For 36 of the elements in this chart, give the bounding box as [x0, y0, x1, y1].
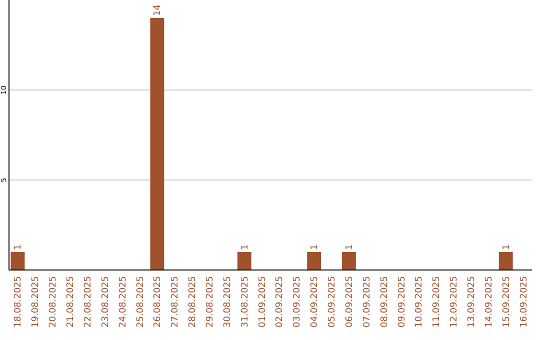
x-tick-label: 12.09.2025: [450, 276, 460, 328]
x-tick-label: 28.08.2025: [188, 276, 198, 328]
data-label: 1: [344, 244, 355, 250]
x-tick-label: 15.09.2025: [502, 276, 512, 328]
x-tick-label: 27.08.2025: [170, 276, 181, 328]
x-tick-label: 06.09.2025: [344, 276, 355, 328]
x-tick-label: 14.09.2025: [484, 276, 494, 328]
x-tick-label: 16.09.2025: [519, 276, 530, 328]
x-tick-label: 13.09.2025: [466, 276, 477, 328]
x-tick-label: 30.08.2025: [222, 276, 233, 328]
x-tick-label: 01.09.2025: [258, 276, 268, 328]
x-tick-label: 31.08.2025: [240, 276, 250, 328]
x-tick-label: 08.09.2025: [380, 276, 390, 328]
x-tick-label: 20.08.2025: [48, 276, 59, 328]
x-tick-label: 11.09.2025: [432, 276, 442, 328]
x-tick-label: 19.08.2025: [31, 276, 42, 328]
x-tick-label: 18.08.2025: [14, 276, 24, 328]
x-tick-label: 24.08.2025: [118, 276, 128, 328]
x-tick-label: 25.08.2025: [136, 276, 146, 328]
data-label: 1: [502, 244, 512, 250]
x-tick-label: 05.09.2025: [328, 276, 338, 328]
x-tick-label: 29.08.2025: [205, 276, 216, 328]
x-tick-label: 26.08.2025: [153, 276, 164, 328]
x-tick-label: 02.09.2025: [275, 276, 286, 328]
x-tick-label: 21.08.2025: [66, 276, 76, 328]
x-tick-label: 07.09.2025: [362, 276, 372, 328]
x-tick-label: 04.09.2025: [310, 276, 320, 328]
data-label: 1: [310, 244, 320, 250]
x-tick-label: 03.09.2025: [292, 276, 303, 328]
x-tick-label: 10.09.2025: [414, 276, 425, 328]
data-label: 14: [153, 4, 164, 16]
data-label: 1: [240, 244, 250, 250]
x-tick-label: 22.08.2025: [83, 276, 94, 328]
data-label: 1: [14, 244, 24, 250]
x-tick-label: 23.08.2025: [100, 276, 111, 328]
x-tick-label: 09.09.2025: [397, 276, 408, 328]
